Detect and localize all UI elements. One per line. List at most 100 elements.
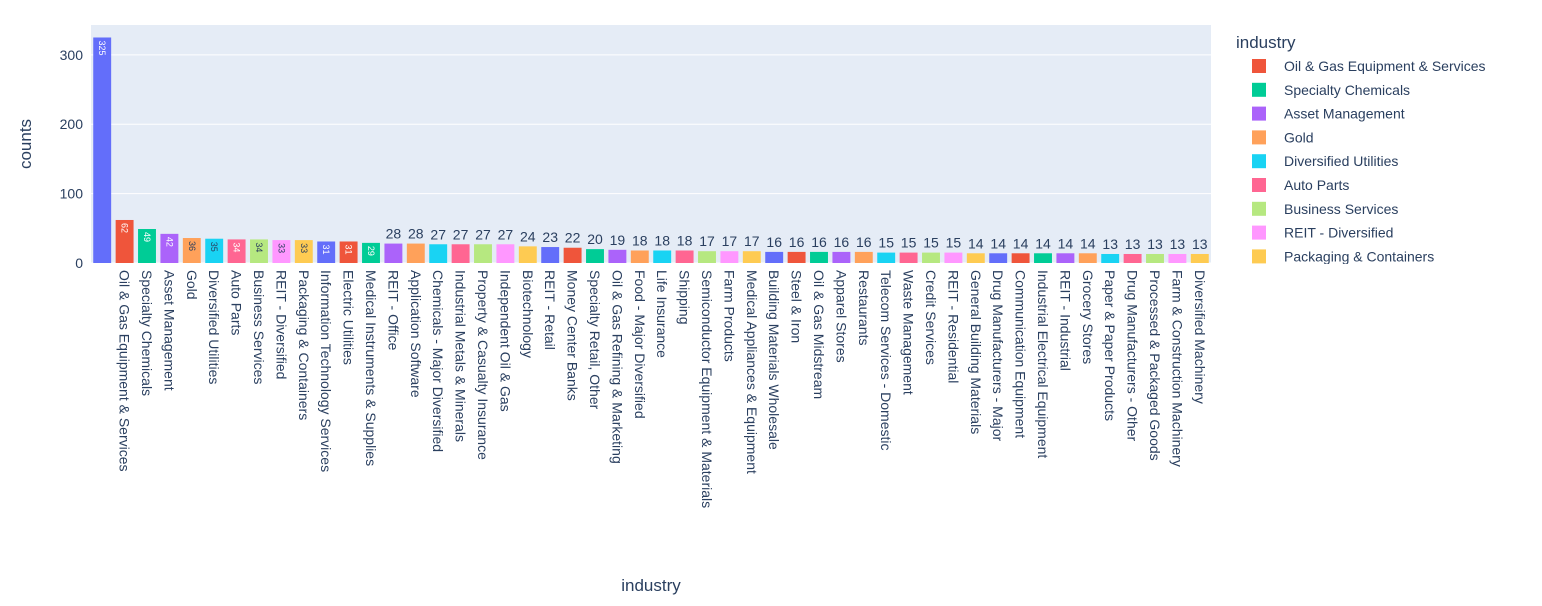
value-label: 36: [187, 241, 197, 251]
bar: [854, 251, 873, 263]
y-tick-label: 200: [60, 116, 84, 132]
value-label: 27: [475, 226, 491, 242]
legend-label[interactable]: Diversified Utilities: [1284, 153, 1398, 169]
legend-item[interactable]: Specialty Chemicals: [1252, 82, 1410, 98]
legend-label[interactable]: Asset Management: [1284, 106, 1405, 122]
bar: [608, 249, 627, 263]
x-tick-label: Biotechnology: [520, 270, 536, 358]
x-tick-label: Drug Manufacturers - Other: [1125, 270, 1141, 442]
value-label: 14: [1035, 235, 1051, 251]
x-tick-label: Paper & Paper Products: [1102, 270, 1118, 421]
x-tick-label: Credit Services: [923, 270, 939, 365]
value-label: 28: [386, 226, 402, 242]
x-tick-label: Specialty Chemicals: [139, 270, 155, 396]
bar: [653, 250, 672, 263]
value-label: 23: [542, 229, 558, 245]
legend-label[interactable]: Packaging & Containers: [1284, 248, 1434, 264]
legend-label[interactable]: Business Services: [1284, 201, 1398, 217]
legend-label[interactable]: REIT - Diversified: [1284, 225, 1393, 241]
x-tick-label: Asset Management: [161, 270, 177, 391]
x-tick-label: Medical Instruments & Supplies: [363, 270, 379, 466]
bar: [1123, 253, 1142, 263]
value-label: 13: [1125, 236, 1141, 252]
bar: [1101, 253, 1120, 263]
legend-item[interactable]: Auto Parts: [1252, 177, 1349, 193]
legend-item[interactable]: REIT - Diversified: [1252, 225, 1393, 241]
legend-item[interactable]: Packaging & Containers: [1252, 248, 1434, 264]
x-tick-label: Money Center Banks: [565, 270, 581, 401]
legend-label[interactable]: Auto Parts: [1284, 177, 1349, 193]
bar: [720, 251, 739, 263]
bar: [1011, 253, 1030, 263]
bar: [765, 251, 784, 263]
x-tick-label: Building Materials Wholesale: [766, 270, 782, 450]
x-tick-label: Telecom Services - Domestic: [878, 270, 894, 451]
x-tick-label: Industrial Electrical Equipment: [1035, 270, 1051, 458]
bar: [294, 240, 313, 263]
value-label: 14: [1080, 235, 1096, 251]
x-tick-label: Independent Oil & Gas: [497, 270, 513, 412]
x-tick-label: General Building Materials: [968, 270, 984, 434]
legend-item[interactable]: Gold: [1252, 129, 1314, 145]
legend-swatch: [1252, 201, 1266, 216]
x-tick-label: Medical Appliances & Equipment: [744, 270, 760, 474]
value-label: 18: [632, 233, 648, 249]
x-tick-label: Application Software: [408, 270, 424, 398]
bar: [989, 253, 1008, 263]
x-tick-label: Oil & Gas Midstream: [811, 270, 827, 399]
x-tick-label: Waste Management: [901, 270, 917, 395]
bar: [1056, 253, 1075, 263]
value-label: 22: [565, 230, 581, 246]
x-tick-label: Electric Utilities: [341, 270, 357, 365]
x-tick-label: Packaging & Containers: [296, 270, 312, 420]
x-tick-label: Semiconductor Equipment & Materials: [699, 270, 715, 508]
value-label: 18: [677, 233, 693, 249]
x-tick-label: Chemicals - Major Diversified: [430, 270, 446, 452]
bar: [944, 252, 963, 263]
value-label: 29: [366, 246, 376, 256]
bar: [160, 233, 179, 263]
y-tick-label: 300: [60, 47, 84, 63]
legend-swatch: [1252, 130, 1266, 145]
bar: [339, 241, 358, 263]
bar: [698, 251, 716, 263]
bar: [1146, 253, 1164, 263]
value-label: 15: [878, 235, 894, 251]
x-tick-label: REIT - Industrial: [1057, 270, 1073, 371]
bar: [250, 239, 268, 263]
value-label: 31: [321, 244, 331, 254]
bar: [518, 246, 537, 263]
x-tick-label: Specialty Retail, Other: [587, 270, 603, 410]
legend-swatch: [1252, 154, 1266, 169]
value-label: 42: [164, 237, 174, 247]
legend-swatch: [1252, 178, 1266, 192]
value-label: 13: [1170, 236, 1186, 252]
value-label: 49: [142, 232, 152, 242]
value-label: 18: [654, 233, 670, 249]
value-label: 14: [990, 235, 1006, 251]
bar: [1168, 253, 1187, 263]
legend-item[interactable]: Diversified Utilities: [1252, 153, 1398, 169]
bar: [899, 252, 918, 263]
bar: [362, 242, 380, 263]
x-tick-label: Drug Manufacturers - Major: [990, 270, 1006, 442]
value-label: 14: [968, 235, 984, 251]
legend-item[interactable]: Oil & Gas Equipment & Services: [1252, 58, 1486, 74]
legend-item[interactable]: Business Services: [1252, 201, 1398, 217]
value-label: 27: [498, 226, 514, 242]
bar: [742, 251, 761, 263]
legend: Oil & Gas Equipment & Services Specialty …: [1252, 58, 1486, 264]
legend-label[interactable]: Specialty Chemicals: [1284, 82, 1410, 98]
legend-label[interactable]: Oil & Gas Equipment & Services: [1284, 58, 1486, 74]
x-tick-label: Farm & Construction Machinery: [1169, 270, 1185, 467]
bar: [541, 247, 560, 263]
legend-item[interactable]: Asset Management: [1252, 106, 1405, 122]
value-label: 13: [1147, 236, 1163, 252]
x-tick-label: Life Insurance: [654, 270, 670, 358]
x-tick-label: Diversified Machinery: [1192, 270, 1208, 404]
legend-swatch: [1252, 106, 1266, 121]
bar: [272, 240, 291, 263]
legend-label[interactable]: Gold: [1284, 129, 1314, 145]
bar: [563, 247, 582, 263]
